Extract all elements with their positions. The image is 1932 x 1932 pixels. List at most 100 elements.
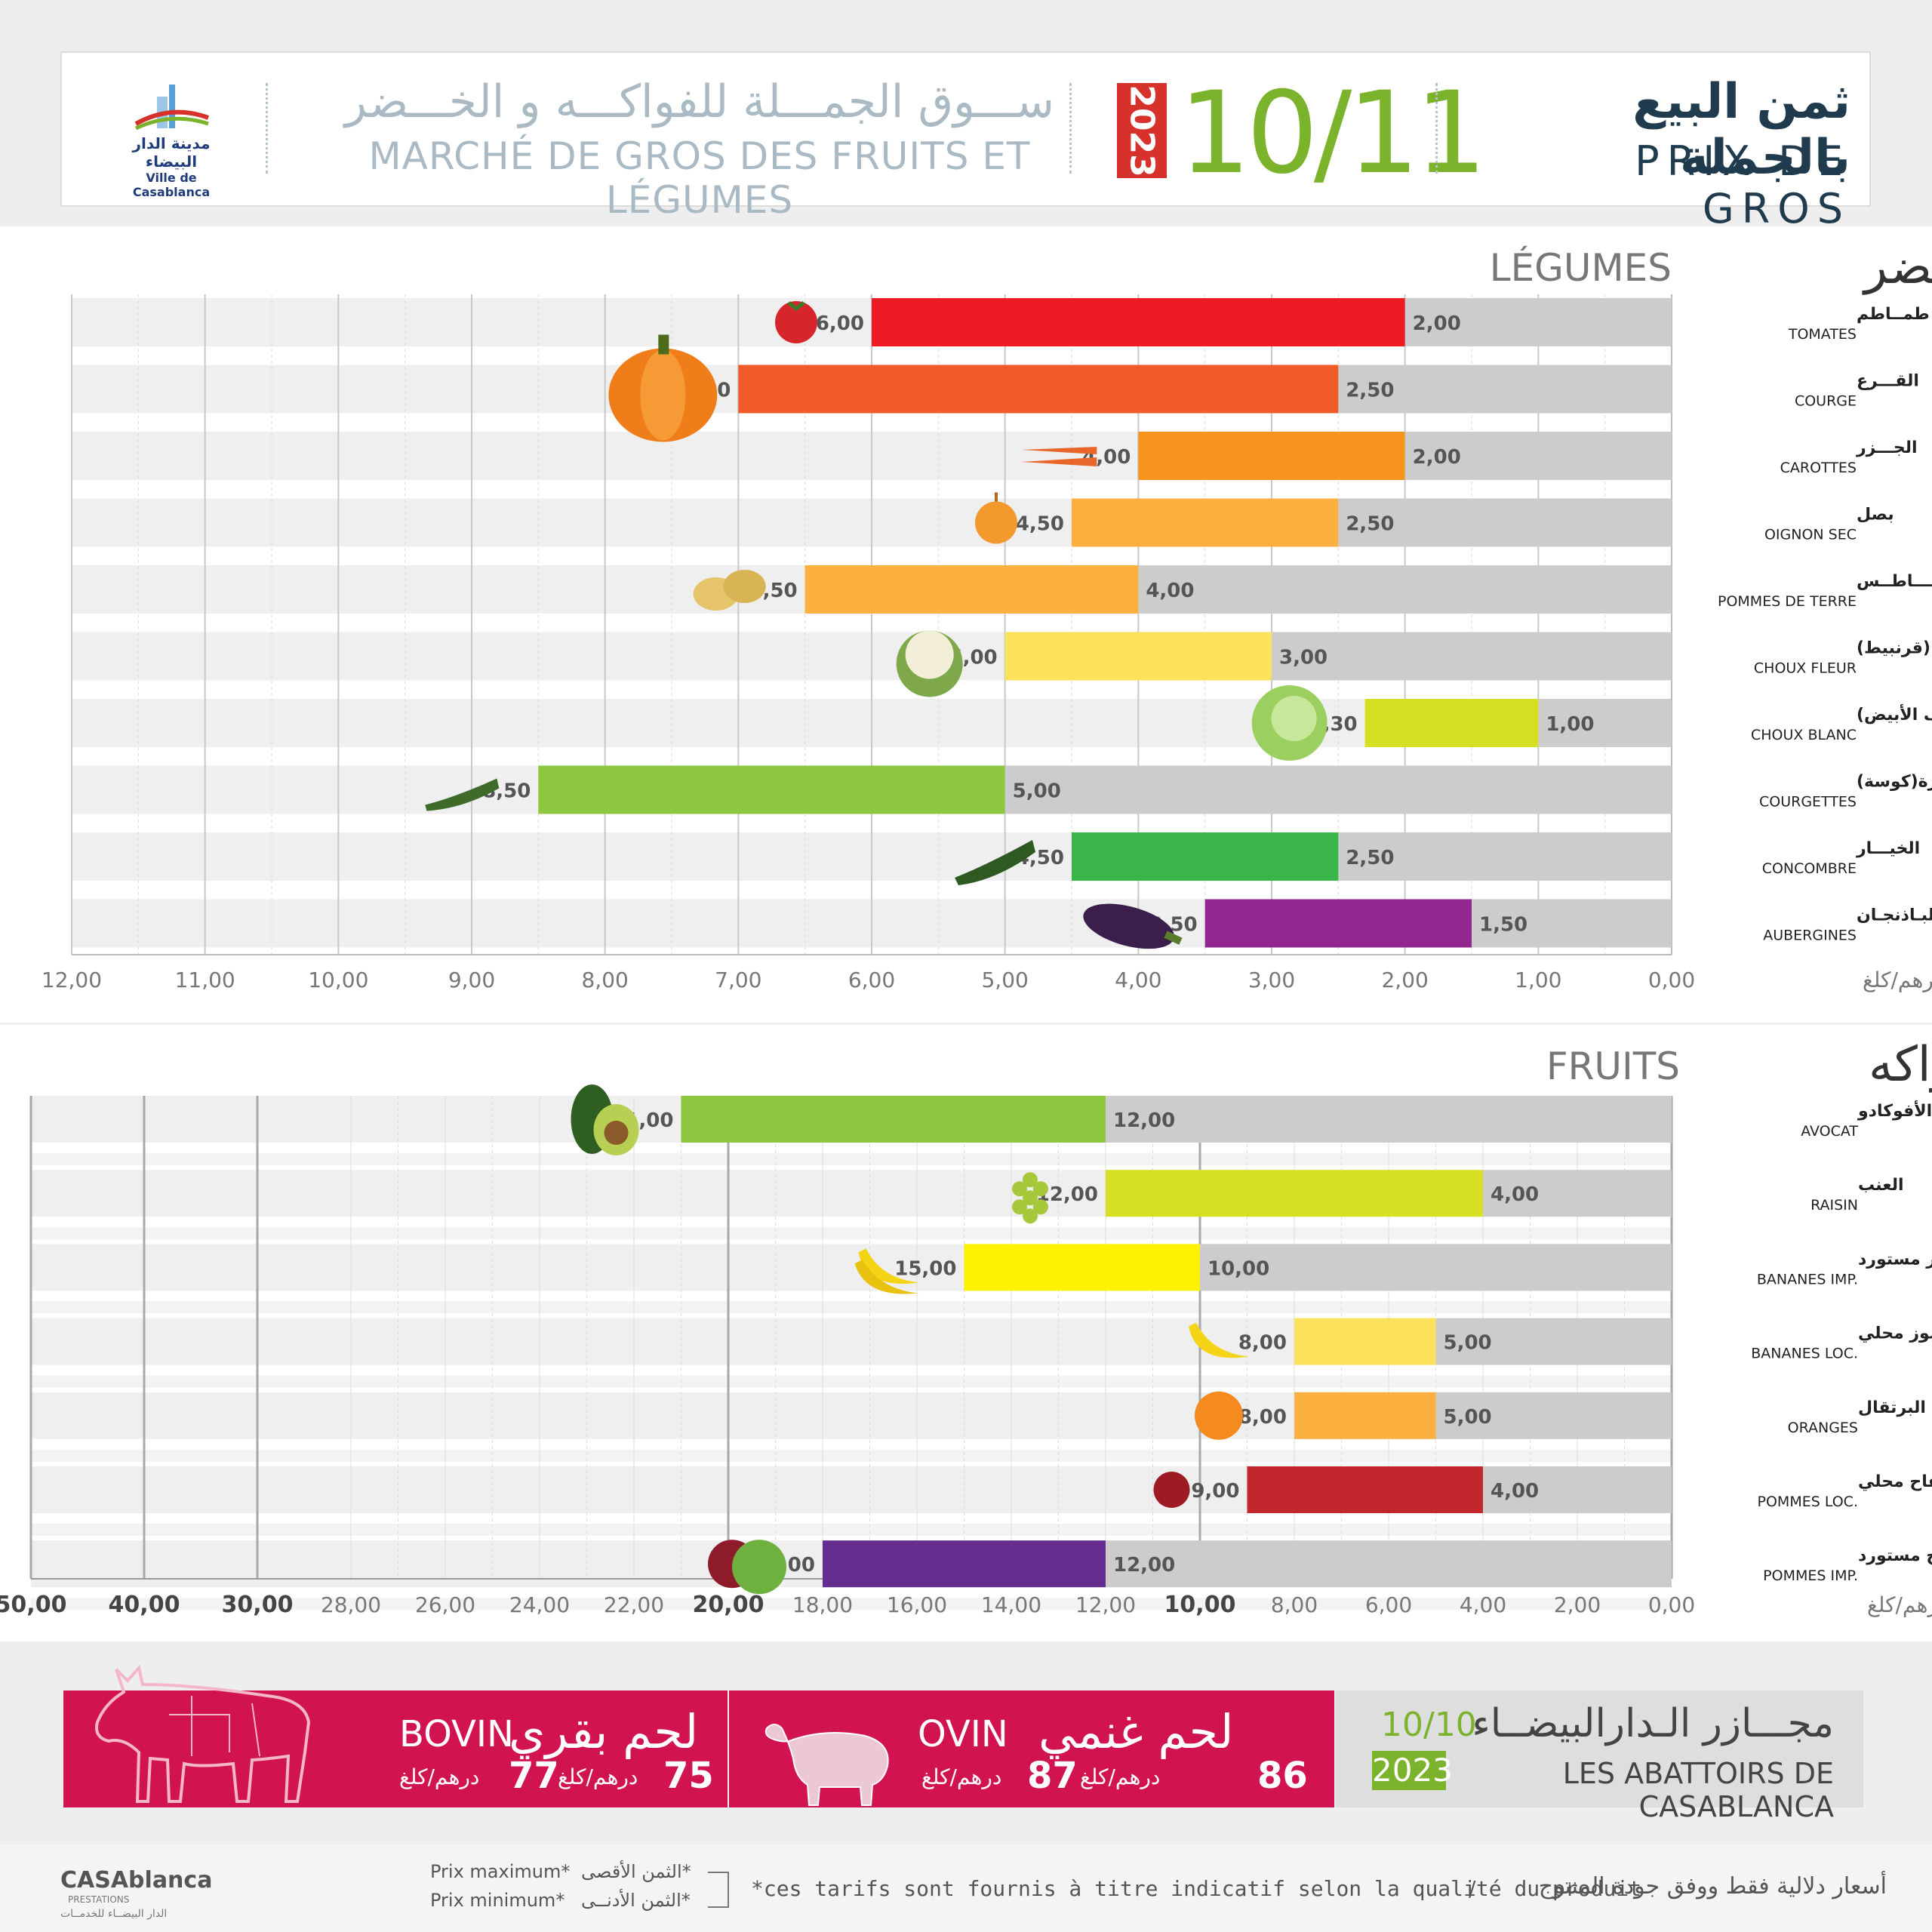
min-bar (1200, 1244, 1672, 1291)
ovin-panel: OVIN لحم غنمي درهم/كلغ 87 درهم/كلغ 86 (729, 1690, 1334, 1807)
cabbage-icon (1251, 685, 1327, 761)
max-bar (1294, 1318, 1436, 1365)
max-bar (738, 365, 1339, 414)
fruits-title: FRUITS (1546, 1044, 1680, 1088)
min-label: 5,00 (1013, 780, 1061, 803)
bananas-icon (854, 1248, 919, 1294)
x-tick-label: 10,00 (1164, 1592, 1236, 1618)
min-bar (1472, 899, 1672, 948)
x-tick-label: 26,00 (415, 1592, 475, 1617)
min-bar (1538, 699, 1672, 747)
category-label-ar: كرومب (الملفوف الأبيض) (1857, 703, 1932, 724)
legumes-title-ar: الخضر (1862, 239, 1932, 295)
legend-max-fr: Prix maximum* (430, 1861, 571, 1882)
max-label: 8,00 (1238, 1332, 1287, 1355)
city-logo-fr: Ville de Casablanca (132, 171, 211, 199)
x-tick-label: 28,00 (321, 1592, 381, 1617)
x-tick-label: 2,00 (1554, 1592, 1601, 1617)
max-bar (1294, 1392, 1436, 1439)
max-label: 8,00 (1238, 1406, 1287, 1429)
ovin-max: 87 (1027, 1755, 1078, 1797)
max-bar (1138, 432, 1405, 480)
bovin-max: 77 (509, 1755, 559, 1797)
brand-ar: الدار البيضــاء للخدمــات (60, 1908, 168, 1920)
min-bar (1338, 365, 1672, 414)
tomato-icon (775, 301, 817, 343)
max-bar (1247, 1466, 1483, 1513)
x-tick-label: 0,00 (1648, 968, 1695, 992)
x-tick-label: 4,00 (1460, 1592, 1506, 1617)
x-tick-label: 50,00 (0, 1592, 66, 1618)
category-label-fr: CAROTTES (1780, 460, 1857, 476)
label-bg (1677, 1540, 1872, 1588)
x-tick-label: 3,00 (1248, 968, 1295, 992)
legend-bracket (708, 1872, 729, 1908)
max-bar (964, 1244, 1200, 1291)
min-bar (1404, 298, 1672, 346)
category-label-fr: POMMES LOC. (1758, 1494, 1858, 1510)
x-tick-label: 11,00 (175, 968, 235, 992)
max-bar (804, 565, 1139, 614)
min-bar (1435, 1392, 1672, 1439)
min-label: 3,00 (1279, 647, 1327, 669)
avocado-icon (571, 1084, 639, 1155)
min-bar (1106, 1096, 1672, 1143)
bovin-label-fr: BOVIN (399, 1713, 514, 1755)
divider (1069, 83, 1072, 174)
category-label-ar: الأفوكادو (1857, 1100, 1932, 1121)
x-tick-label: 0,00 (1648, 1592, 1695, 1617)
min-label: 10,00 (1208, 1257, 1269, 1280)
x-tick-label: 6,00 (848, 968, 895, 992)
grapes-icon (1012, 1172, 1048, 1224)
sheep-icon (764, 1724, 889, 1806)
abattoirs-title-ar: مجـــازر الـدارالبيضــاء (1472, 1701, 1834, 1746)
abattoirs-title-fr: LES ABATTOIRS DE CASABLANCA (1562, 1757, 1834, 1823)
min-bar (1272, 632, 1672, 681)
max-bar (1072, 498, 1339, 547)
x-tick-label: 12,00 (1075, 1592, 1136, 1617)
ovin-label-fr: OVIN (918, 1713, 1008, 1755)
category-label-fr: CHOUX BLANC (1751, 727, 1857, 743)
max-bar (1364, 699, 1539, 747)
category-label-ar: بصل (1857, 506, 1894, 525)
zucchini-icon (425, 778, 500, 811)
x-tick-label: 20,00 (693, 1592, 764, 1618)
legumes-panel (0, 226, 1932, 1023)
category-label-fr: AVOCAT (1801, 1123, 1858, 1140)
note-sep: / (1469, 1876, 1476, 1901)
min-bar (1483, 1170, 1672, 1217)
max-label: 6,00 (816, 312, 864, 335)
max-label: 4,50 (1016, 513, 1064, 536)
category-label-fr: OIGNON SEC (1764, 527, 1857, 543)
row-bg (31, 1449, 1672, 1462)
min-bar (1483, 1466, 1672, 1513)
min-label: 1,50 (1479, 914, 1527, 937)
x-tick-label: 22,00 (604, 1592, 664, 1617)
category-label-fr: ORANGES (1788, 1420, 1858, 1436)
row-bg (31, 1227, 1672, 1240)
category-label-fr: BANANES LOC. (1751, 1346, 1858, 1362)
category-label-ar: شفلور (قرنبيط) (1857, 639, 1932, 658)
bovin-unit: درهم/كلغ (558, 1764, 638, 1789)
min-label: 12,00 (1113, 1554, 1175, 1577)
legume-row: 5,008,50قرعة خضرة(كوسة)COURGETTES (425, 765, 1932, 814)
legume-row: 3,005,00شفلور (قرنبيط)CHOUX FLEUR (896, 630, 1932, 697)
row-bg (31, 1598, 1672, 1611)
category-label-ar: طمــاطم (1857, 305, 1930, 324)
max-bar (1106, 1170, 1483, 1217)
ovin-min: 86 (1257, 1755, 1308, 1797)
apples-icon (708, 1540, 786, 1595)
x-tick-label: 40,00 (109, 1592, 180, 1618)
min-label: 5,00 (1444, 1406, 1492, 1429)
x-tick-label: 30,00 (222, 1592, 294, 1618)
category-label-fr: CHOUX FLEUR (1754, 660, 1857, 677)
max-label: 9,00 (1191, 1480, 1239, 1503)
abattoirs-date: 10/10 (1381, 1706, 1477, 1744)
category-label-fr: COURGETTES (1759, 794, 1857, 811)
